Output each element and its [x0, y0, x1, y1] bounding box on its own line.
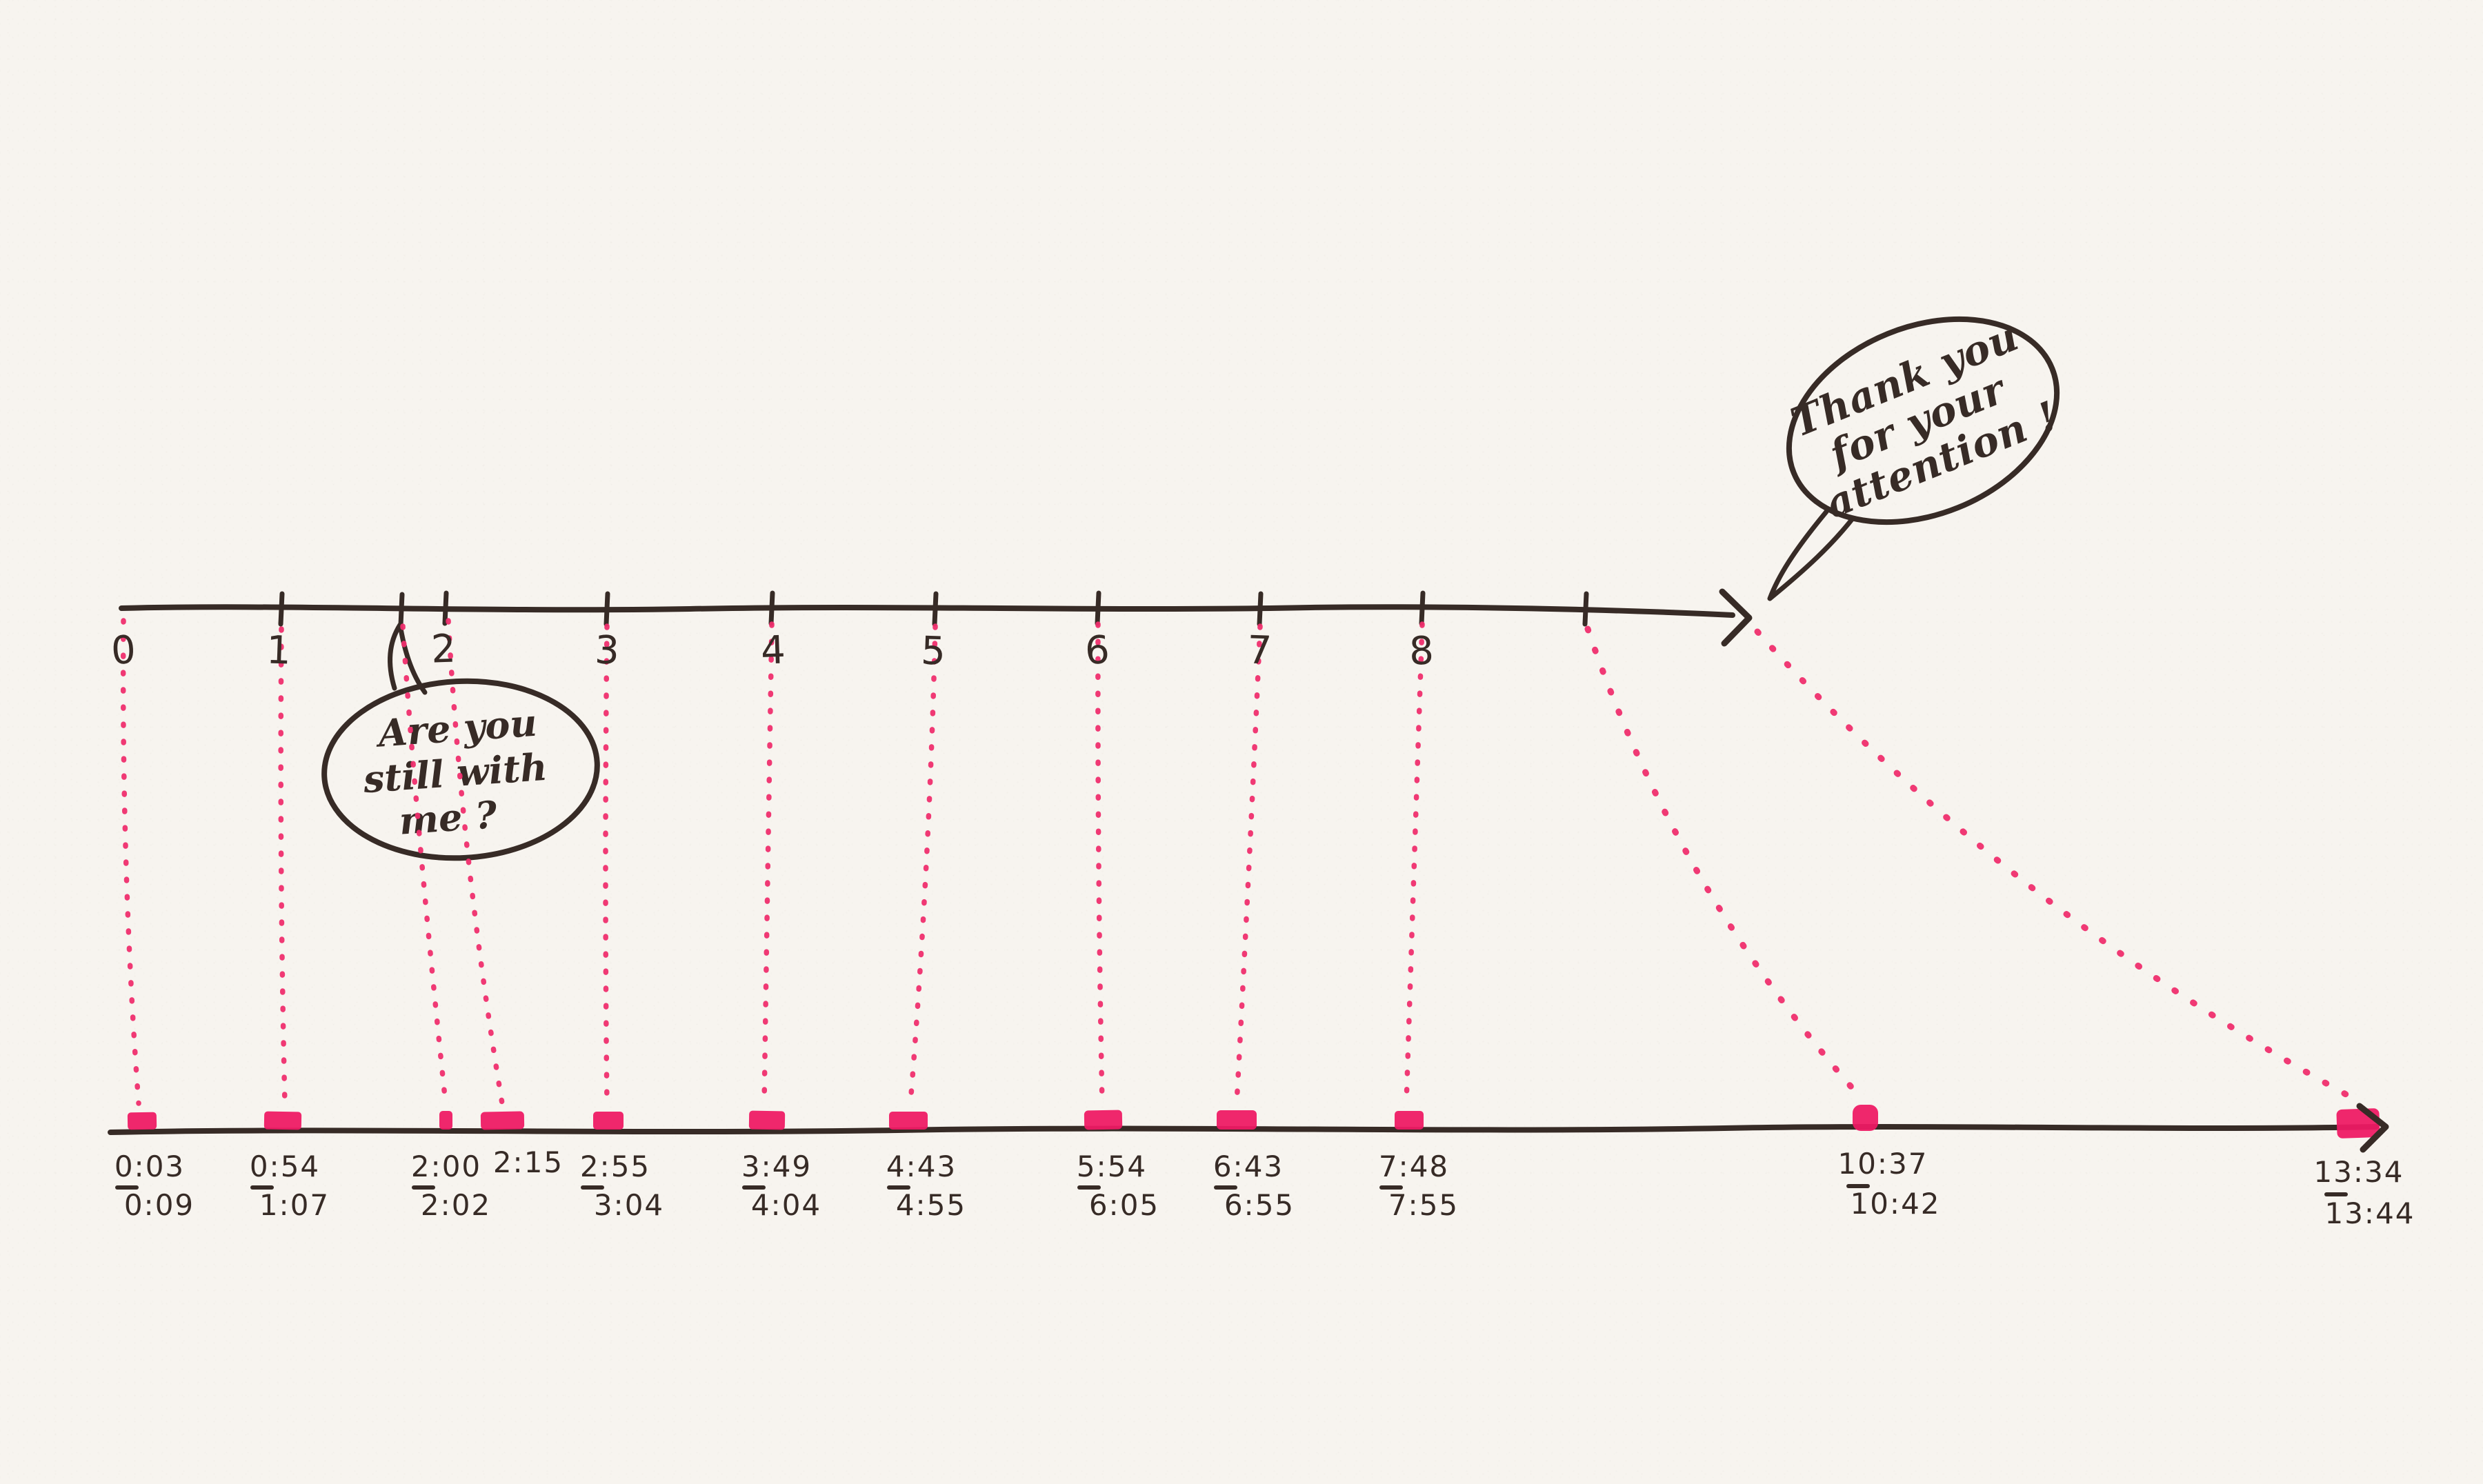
- connector-dotted-line: [908, 623, 938, 1106]
- top-tick-label: 2: [430, 626, 457, 672]
- time-start: 4:43: [886, 1150, 957, 1183]
- marker-blob: [1853, 1105, 1878, 1131]
- time-start: 0:03: [114, 1150, 185, 1183]
- top-tick-labels: 0 1 2 3 4 5 6 7 8: [110, 626, 1434, 674]
- connector-dotted-line: [120, 618, 141, 1106]
- marker-blob: [889, 1112, 928, 1130]
- time-end: 10:42: [1850, 1187, 1940, 1221]
- connector-dotted-line: [761, 621, 775, 1106]
- top-tick-label: 3: [594, 628, 620, 673]
- time-end: 2:02: [421, 1188, 491, 1222]
- bottom-axis-line: [108, 1124, 2379, 1135]
- connector-dotted-line: [1584, 625, 1864, 1101]
- time-range-label: 6:43 6:55: [1213, 1150, 1295, 1222]
- marker-blob: [593, 1112, 624, 1130]
- time-start: 7:48: [1379, 1150, 1449, 1183]
- time-end: 0:09: [124, 1188, 195, 1222]
- time-range-label: 0:54 1:07: [250, 1150, 330, 1222]
- top-tick-label: 1: [266, 628, 292, 673]
- time-range-labels: 0:03 0:09 0:54 1:07 2:00 2:02 2:15 2:55 …: [114, 1145, 2415, 1230]
- speech-bubble-tail: [1767, 509, 1855, 601]
- marker-blob: [480, 1111, 525, 1130]
- connector-dotted-line: [400, 623, 448, 1106]
- top-axis-arrowhead-icon: [1719, 588, 1753, 647]
- marker-blob: [1084, 1110, 1123, 1130]
- axis-tick-unlabeled: [398, 592, 405, 628]
- axis-tick: [442, 590, 449, 626]
- speech-bubble-question: Are you still with me ?: [321, 622, 600, 861]
- time-range-label: 10:37 10:42: [1837, 1147, 1940, 1221]
- time-end: 6:55: [1224, 1188, 1295, 1222]
- time-end: 1:07: [259, 1188, 330, 1222]
- connector-dotted-line: [1754, 628, 2366, 1107]
- time-start: 5:54: [1077, 1150, 1147, 1183]
- axis-tick: [1095, 590, 1101, 626]
- marker-blob: [2336, 1108, 2380, 1139]
- bottom-axis: [108, 1124, 2379, 1135]
- time-end: 13:44: [2324, 1196, 2415, 1230]
- time-start: 3:49: [741, 1150, 812, 1183]
- top-tick-label: 4: [760, 628, 786, 673]
- marker-blob: [1217, 1110, 1257, 1130]
- time-range-label: 0:03 0:09: [114, 1150, 195, 1222]
- time-end: 7:55: [1388, 1188, 1459, 1222]
- top-tick-label: 8: [1408, 628, 1435, 674]
- speech-bubble-thanks: Thank you for your attention !: [1767, 312, 2064, 601]
- top-tick-label: 5: [920, 628, 946, 674]
- axis-tick: [932, 591, 939, 627]
- connector-dotted-line: [1404, 621, 1425, 1106]
- top-axis: [119, 588, 1753, 647]
- bubble-text-line: me ?: [398, 792, 499, 843]
- time-end: 6:05: [1089, 1188, 1159, 1222]
- time-range-label: 3:49 4:04: [741, 1150, 821, 1222]
- marker-blob: [1395, 1111, 1424, 1130]
- top-axis-line: [119, 604, 1735, 618]
- time-range-label: 2:55 3:04: [580, 1150, 664, 1222]
- marker-blob: [439, 1111, 452, 1130]
- time-start: 2:00: [411, 1150, 481, 1183]
- bottom-axis-arrowhead-icon: [2356, 1103, 2389, 1153]
- connector-dotted-line: [446, 618, 505, 1106]
- speech-bubble-outline: [1786, 316, 2060, 525]
- axis-tick: [768, 590, 775, 626]
- connector-dotted-line: [603, 623, 610, 1106]
- time-start: 10:37: [1837, 1147, 1928, 1181]
- top-tick-label: 0: [110, 628, 137, 674]
- connector-lines: [120, 618, 2366, 1107]
- time-range-label: 4:43 4:55: [886, 1150, 966, 1222]
- time-start: 13:34: [2313, 1155, 2404, 1189]
- time-range-label: 5:54 6:05: [1077, 1150, 1159, 1222]
- time-start: 2:15: [493, 1145, 564, 1179]
- time-end: 3:04: [594, 1188, 664, 1222]
- time-end: 4:55: [896, 1188, 966, 1222]
- connector-dotted-line: [1095, 621, 1105, 1106]
- time-start: 6:43: [1213, 1150, 1284, 1183]
- axis-tick: [1257, 591, 1264, 627]
- time-range-label: 2:15: [493, 1145, 564, 1179]
- time-start: 2:55: [580, 1150, 650, 1183]
- speech-bubble-tail: [388, 622, 428, 695]
- time-end: 4:04: [751, 1188, 821, 1222]
- axis-tick: [1419, 590, 1426, 626]
- connector-dotted-line: [278, 626, 288, 1106]
- axis-tick: [604, 591, 610, 627]
- time-range-label: 7:48 7:55: [1379, 1150, 1459, 1222]
- marker-blob: [263, 1111, 302, 1130]
- speech-bubble-outline: [321, 678, 600, 861]
- connector-dotted-line: [1234, 623, 1263, 1106]
- marker-blob: [748, 1110, 786, 1130]
- top-tick-label: 6: [1084, 628, 1110, 673]
- time-range-label: 2:00 2:02: [411, 1150, 491, 1222]
- time-range-label: 13:34 13:44: [2313, 1155, 2415, 1230]
- axis-tick-unlabeled: [1582, 591, 1589, 627]
- marker-blob: [127, 1112, 157, 1130]
- time-start: 0:54: [250, 1150, 320, 1183]
- axis-tick: [278, 591, 285, 627]
- top-tick-label: 7: [1246, 628, 1273, 673]
